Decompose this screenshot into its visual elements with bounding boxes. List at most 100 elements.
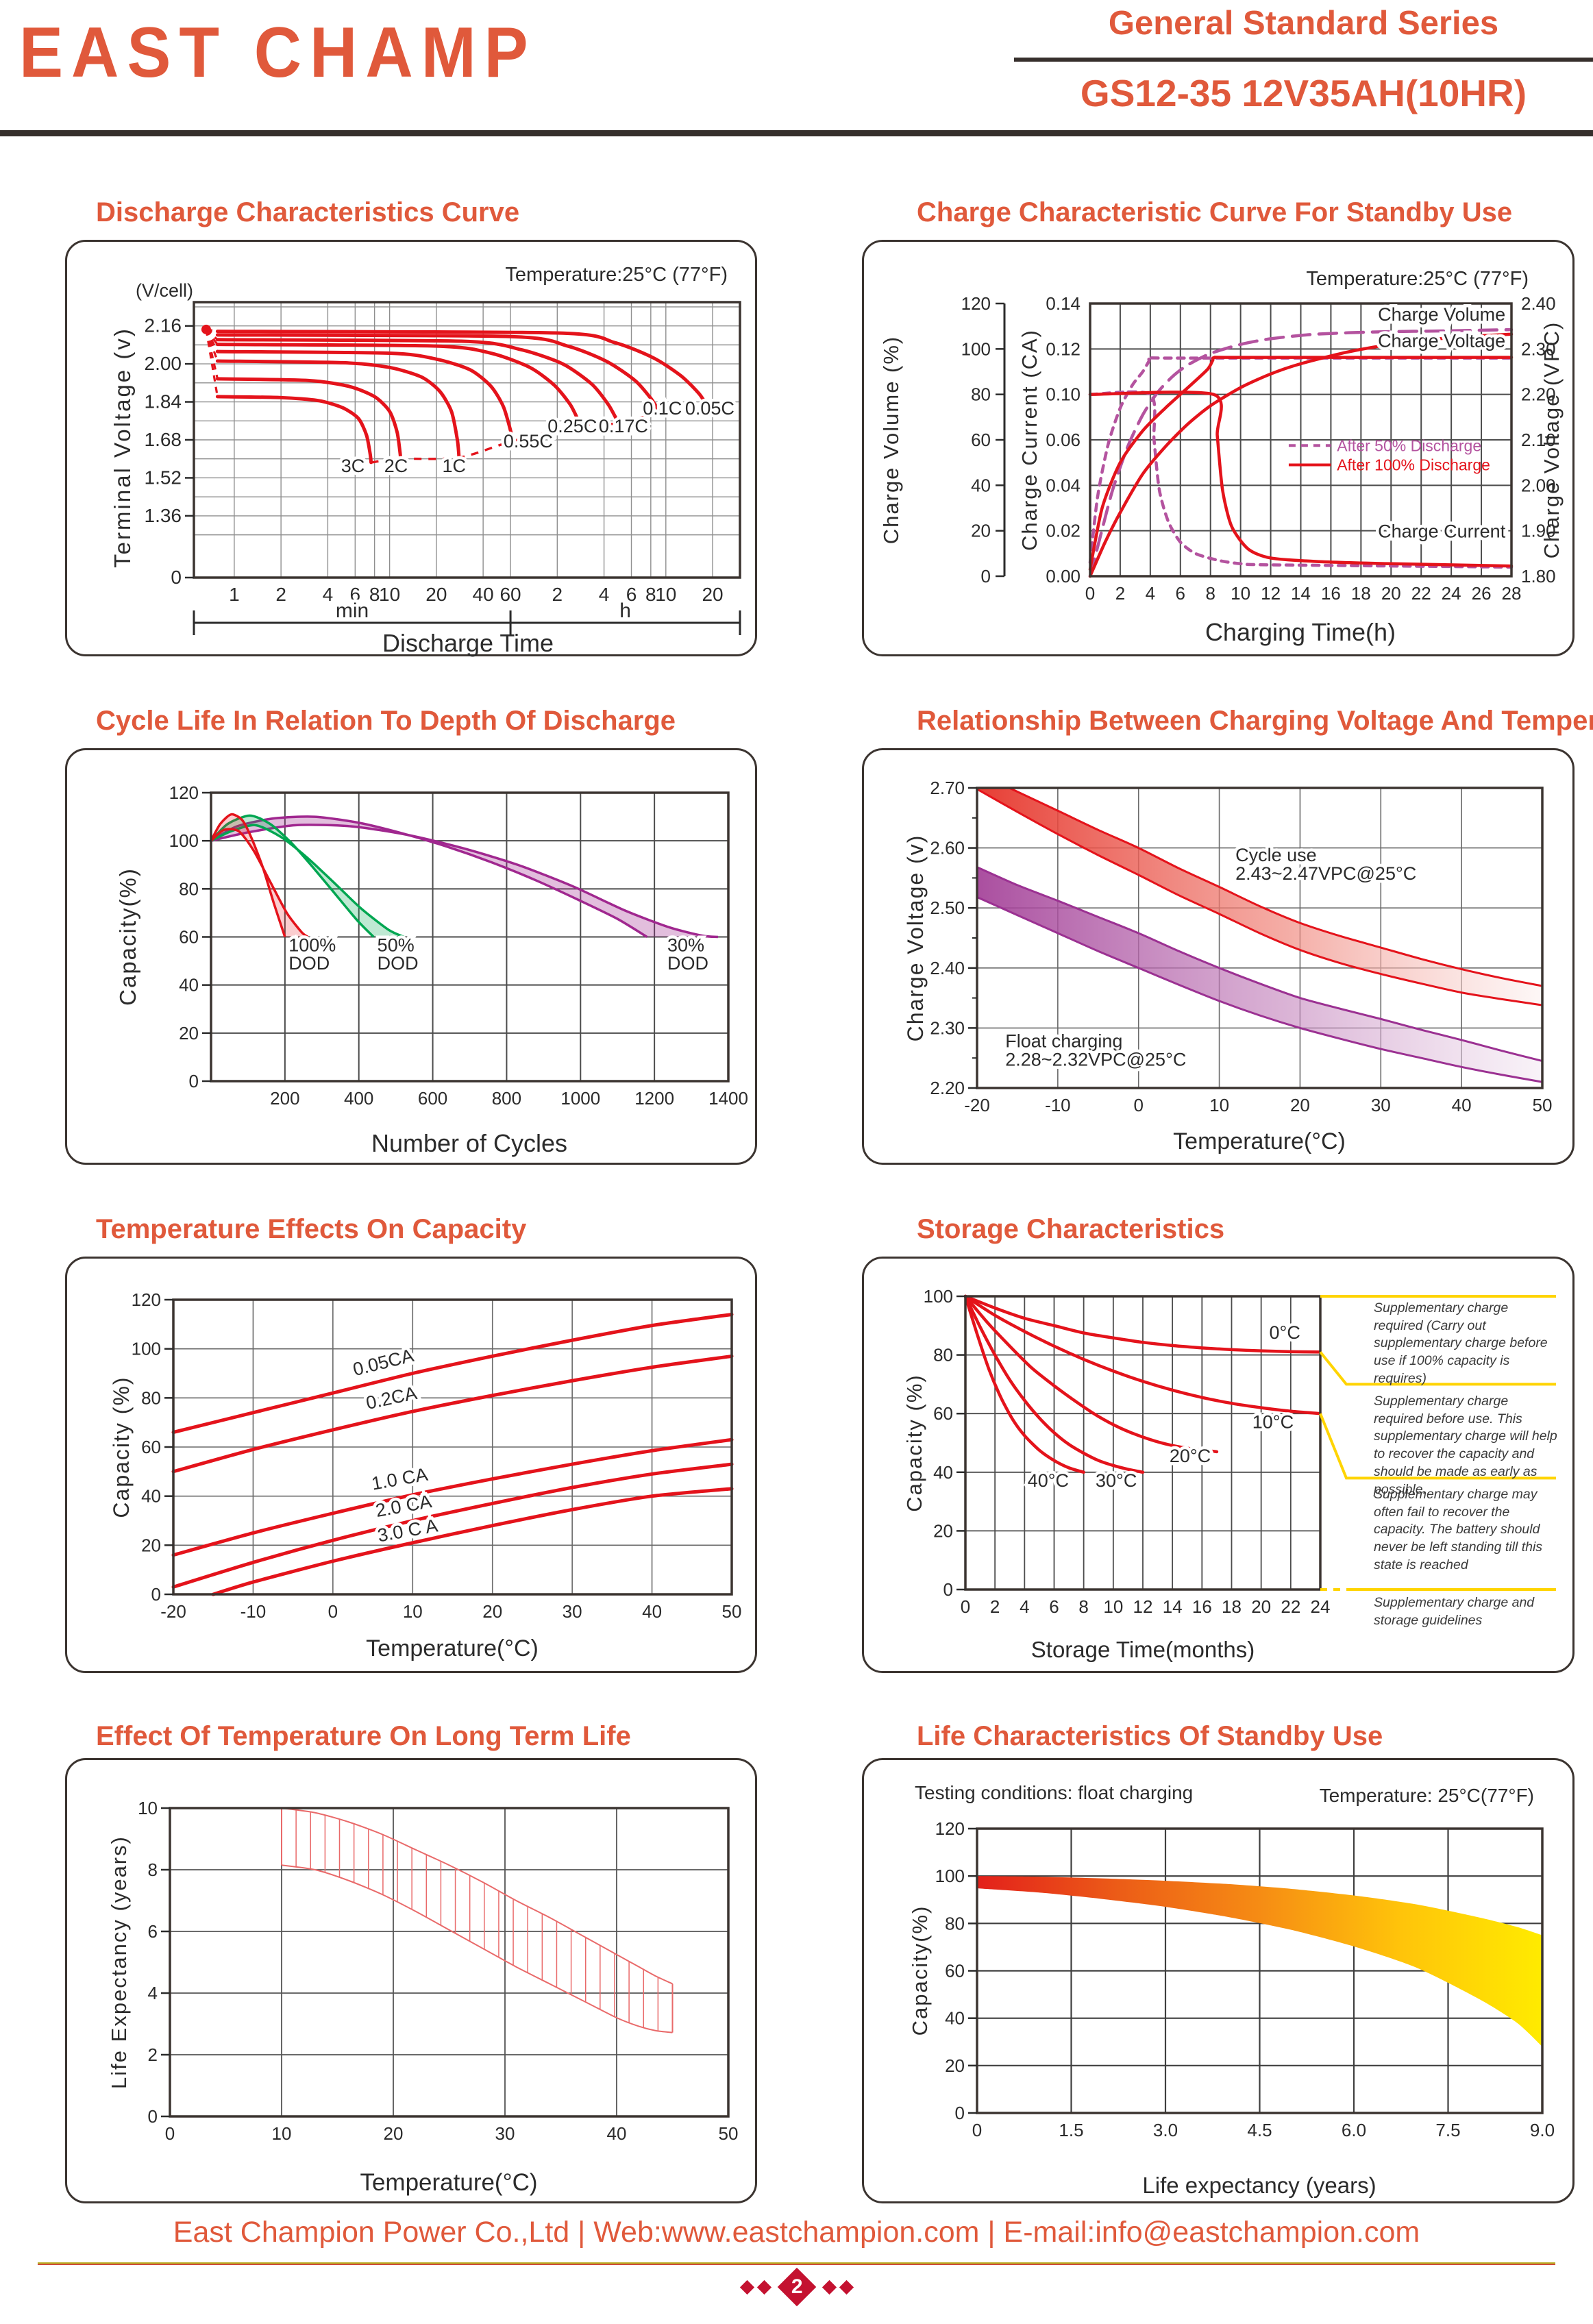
curve-label: 40°C: [1028, 1470, 1069, 1491]
y-tick-label: 10: [138, 1798, 158, 1818]
curve-label: 50%: [378, 935, 415, 956]
x-tick-label: 4: [599, 584, 610, 605]
x-tick-label: 22: [1411, 583, 1431, 604]
y-tick-label: 20: [933, 1520, 953, 1541]
series-2.0CA: [171, 1462, 734, 1589]
curve-label: 20°C: [1170, 1446, 1211, 1466]
series-volume-50: [1088, 327, 1514, 578]
ylabel: Capacity (%): [109, 1376, 134, 1518]
plot-border: [1089, 302, 1513, 578]
band-dod-50: [211, 815, 404, 937]
chart-title-cycle-life: Cycle Life In Relation To Depth Of Disch…: [96, 706, 676, 736]
temperature-note: Temperature: 25°C(77°F): [1319, 1785, 1534, 1806]
x-tick-label: 800: [492, 1088, 521, 1109]
volt-temp-chart: -20 -10 0 10 20 30 40 50 2.20 2.30 2.40 2.50 2.60 2.7…: [903, 778, 1552, 1154]
voltage-tick-label: 2.10: [1521, 430, 1556, 450]
curve-label: 0.55C: [504, 431, 553, 452]
x-tick-label: -10: [240, 1601, 267, 1622]
y-tick-label: 40: [179, 975, 199, 996]
x-tick-label: 0: [1133, 1095, 1143, 1115]
series-3.0CA: [211, 1487, 734, 1596]
discharge-chart: 1 2 4 6 810 20 40 60 2 4 6 810 202.162.001.841.681.5…: [110, 280, 741, 657]
unit-h: h: [619, 599, 631, 622]
band-standby-band: [977, 1876, 1542, 2047]
curve-label: 0.17C: [599, 416, 648, 436]
panel-long-term-life: 0 10 20 30 40 50 0 2 4 6 8 10 Life Expectancy (years…: [65, 1758, 757, 2203]
x-tick-label: 7.5: [1435, 2120, 1460, 2140]
fan-dashed: [206, 328, 218, 333]
x-tick-label: 26: [1472, 583, 1492, 604]
curve-label: Cycle use: [1235, 845, 1317, 865]
chart-title-long-term-life: Effect Of Temperature On Long Term Life: [96, 1721, 631, 1751]
unit-min: min: [336, 599, 369, 622]
x-tick-label: 24: [1442, 583, 1461, 604]
y-tick-label: 8: [148, 1859, 158, 1880]
storage-note-4: Supplementary charge and storage guideli…: [1374, 1595, 1535, 1628]
series-30C: [963, 1294, 1145, 1474]
xlabel: Number of Cycles: [371, 1129, 567, 1157]
curve-label: 0°C: [1270, 1322, 1300, 1343]
voltage-tick-label: 2.40: [1521, 293, 1556, 314]
ylabel: Capacity(%): [908, 1905, 932, 2036]
x-tick-label: 0: [961, 1596, 970, 1617]
series-0.1C: [215, 333, 664, 415]
y-tick-label: 0: [943, 1579, 953, 1600]
series-0.05C: [215, 330, 714, 413]
x-tick-label: 60: [499, 584, 521, 605]
x-tick-label: 4.5: [1247, 2120, 1272, 2140]
y-tick-label: 60: [933, 1403, 953, 1424]
y-tick-label: 2.16: [145, 315, 182, 336]
curve-label: DOD: [288, 953, 330, 974]
header-rule: [0, 130, 1593, 136]
legend-label-50: After 50% Discharge: [1337, 436, 1481, 454]
x-tick-label: 600: [418, 1088, 447, 1109]
x-tick-label: 50: [722, 1601, 742, 1622]
series-current-50: [1088, 390, 1514, 569]
voltage-tick-label: 2.30: [1521, 338, 1556, 359]
series-voltage-100: [1088, 356, 1514, 571]
y-tick-label: 0: [189, 1071, 199, 1091]
x-tick-label: 200: [270, 1088, 299, 1109]
series-0.05CA: [171, 1313, 734, 1434]
x-tick-label: 1200: [634, 1088, 674, 1109]
volume-tick-label: 40: [971, 475, 991, 495]
band-edge: [976, 866, 1543, 1063]
model-title: GS12-35 12V35AH(10HR): [1080, 72, 1527, 114]
x-tick-label: 20: [702, 584, 723, 605]
x-tick-label: 12: [1261, 583, 1281, 604]
storage-note-2: Supplementary charge required before use…: [1374, 1394, 1557, 1497]
y-tick-label: 2.40: [930, 958, 965, 978]
y-tick-label: 2.20: [930, 1078, 965, 1098]
series-0.25C: [215, 343, 582, 428]
series-1.0CA: [171, 1437, 734, 1557]
y-tick-label: 60: [945, 1961, 965, 1981]
y-tick-label: 100: [935, 1866, 965, 1886]
ylabel: Charge Voltage (v): [903, 835, 928, 1042]
y-tick-label: 1.84: [145, 391, 182, 412]
x-tick-label: 10: [1209, 1095, 1229, 1115]
page-number: 2: [791, 2275, 802, 2298]
xlabel: Life expectancy (years): [1142, 2173, 1376, 2198]
y-tick-label: 2.50: [930, 898, 965, 918]
xlabel: Temperature(°C): [360, 2169, 537, 2196]
x-tick-label: 20: [384, 2123, 404, 2144]
curve-label: Charge Voltage: [1378, 331, 1505, 351]
voltage-tick-label: 2.20: [1521, 384, 1556, 405]
y-tick-label: 2: [148, 2044, 158, 2065]
current-tick-label: 0.04: [1046, 475, 1080, 495]
ylabel: Capacity(%): [115, 867, 140, 1006]
voltage-tick-label: 1.80: [1521, 566, 1556, 586]
x-tick-label: 22: [1281, 1596, 1300, 1617]
panel-volt-temp: -20 -10 0 10 20 30 40 50 2.20 2.30 2.40 2.50 2.60 2.7…: [862, 748, 1575, 1165]
x-tick-label: 16: [1321, 583, 1341, 604]
current-tick-label: 0.00: [1046, 566, 1080, 586]
chart-title-temp-capacity: Temperature Effects On Capacity: [96, 1214, 527, 1244]
x-tick-label: 20: [425, 584, 447, 605]
temp-capacity-chart: -20 -10 0 10 20 30 40 50 0 20 40 60 80 100 120 Capacity…: [109, 1289, 742, 1661]
fan-dashed: [205, 329, 219, 380]
x-tick-label: 2: [275, 584, 286, 605]
y-tick-label: 80: [179, 878, 199, 899]
x-tick-label: 30: [495, 2123, 515, 2144]
x-tick-label: 10: [379, 584, 400, 605]
x-tick-label: 4: [1020, 1596, 1029, 1617]
